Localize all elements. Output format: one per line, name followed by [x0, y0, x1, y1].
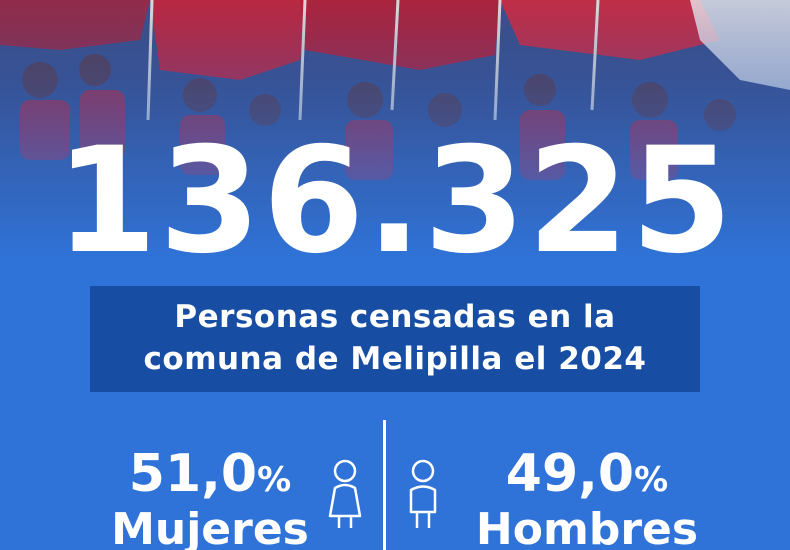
population-total: 136.325	[55, 116, 735, 286]
women-label: Mujeres	[111, 504, 309, 550]
stats-divider	[383, 420, 386, 550]
women-percent: 51,0%	[128, 444, 292, 504]
caption-line-1: Personas censadas en la	[174, 299, 616, 336]
caption-box: Personas censadas en la comuna de Melipi…	[90, 286, 700, 392]
man-icon	[409, 459, 437, 528]
men-stat: 49,0% Hombres	[462, 448, 712, 550]
men-label: Hombres	[475, 504, 699, 550]
men-percent: 49,0%	[505, 444, 669, 504]
woman-icon	[328, 459, 362, 528]
women-stat: 51,0% Mujeres	[100, 448, 320, 550]
caption-line-2: comuna de Melipilla el 2024	[143, 341, 647, 377]
crowd-with-flags-image	[0, 0, 790, 260]
